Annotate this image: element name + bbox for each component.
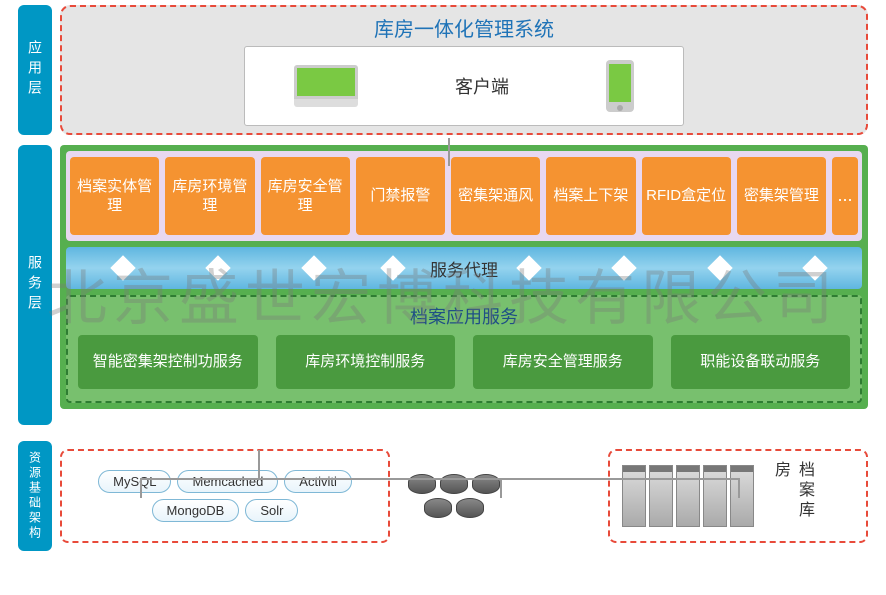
service-card: 库房安全管理	[261, 157, 350, 235]
archive-service-title: 档案应用服务	[78, 303, 850, 329]
green-card-row: 智能密集架控制功服务 库房环境控制服务 库房安全管理服务 职能设备联动服务	[78, 335, 850, 389]
database-group: MySQL Memcached Activiti MongoDB Solr	[60, 449, 390, 543]
server-rack-icon	[622, 465, 754, 527]
phone-icon	[606, 60, 634, 112]
client-label: 客户端	[455, 73, 509, 99]
orange-card-row: 档案实体管理 库房环境管理 库房安全管理 门禁报警 密集架通风 档案上下架 RF…	[66, 151, 862, 241]
laptop-icon	[294, 65, 358, 107]
archive-card: 职能设备联动服务	[671, 335, 851, 389]
connector-line	[140, 478, 740, 480]
db-pill: Solr	[245, 499, 298, 522]
application-layer: 应用层 库房一体化管理系统 客户端	[0, 0, 886, 140]
resource-layer: 资源基础架构 MySQL Memcached Activiti MongoDB …	[0, 436, 886, 556]
archive-room-label: 档案库房	[768, 461, 816, 531]
system-title: 库房一体化管理系统	[72, 13, 856, 42]
connector-line	[738, 478, 740, 498]
archive-service-section: 档案应用服务 智能密集架控制功服务 库房环境控制服务 库房安全管理服务 职能设备…	[66, 295, 862, 403]
service-layer: 服务层 档案实体管理 库房环境管理 库房安全管理 门禁报警 密集架通风 档案上下…	[0, 140, 886, 430]
service-card: 档案上下架	[546, 157, 635, 235]
connector-line	[140, 478, 142, 498]
sidebar-label-service: 服务层	[18, 145, 52, 425]
archive-card: 库房环境控制服务	[276, 335, 456, 389]
service-proxy-band: 服务代理	[66, 247, 862, 289]
resource-main: MySQL Memcached Activiti MongoDB Solr 档案…	[60, 436, 868, 556]
archive-card: 智能密集架控制功服务	[78, 335, 258, 389]
service-card: 密集架管理	[737, 157, 826, 235]
service-card: 档案实体管理	[70, 157, 159, 235]
client-box: 客户端	[244, 46, 684, 126]
archive-card: 库房安全管理服务	[473, 335, 653, 389]
connector-line	[500, 478, 502, 498]
service-main: 档案实体管理 库房环境管理 库房安全管理 门禁报警 密集架通风 档案上下架 RF…	[60, 145, 868, 425]
app-layer-box: 库房一体化管理系统 客户端	[60, 5, 868, 135]
sidebar-label-app: 应用层	[18, 5, 52, 135]
service-proxy-label: 服务代理	[430, 256, 498, 281]
db-pill: MongoDB	[152, 499, 240, 522]
sidebar-label-resource: 资源基础架构	[18, 441, 52, 551]
service-card: 密集架通风	[451, 157, 540, 235]
service-card: 门禁报警	[356, 157, 445, 235]
db-pill: MySQL	[98, 470, 171, 493]
db-pill: Activiti	[284, 470, 352, 493]
green-container: 档案实体管理 库房环境管理 库房安全管理 门禁报警 密集架通风 档案上下架 RF…	[60, 145, 868, 409]
service-card-more: ...	[832, 157, 858, 235]
connector-line	[258, 450, 260, 478]
db-pill: Memcached	[177, 470, 278, 493]
service-card: 库房环境管理	[165, 157, 254, 235]
disk-cluster-icon	[404, 474, 504, 518]
service-card: RFID盒定位	[642, 157, 731, 235]
connector-line	[448, 138, 450, 166]
